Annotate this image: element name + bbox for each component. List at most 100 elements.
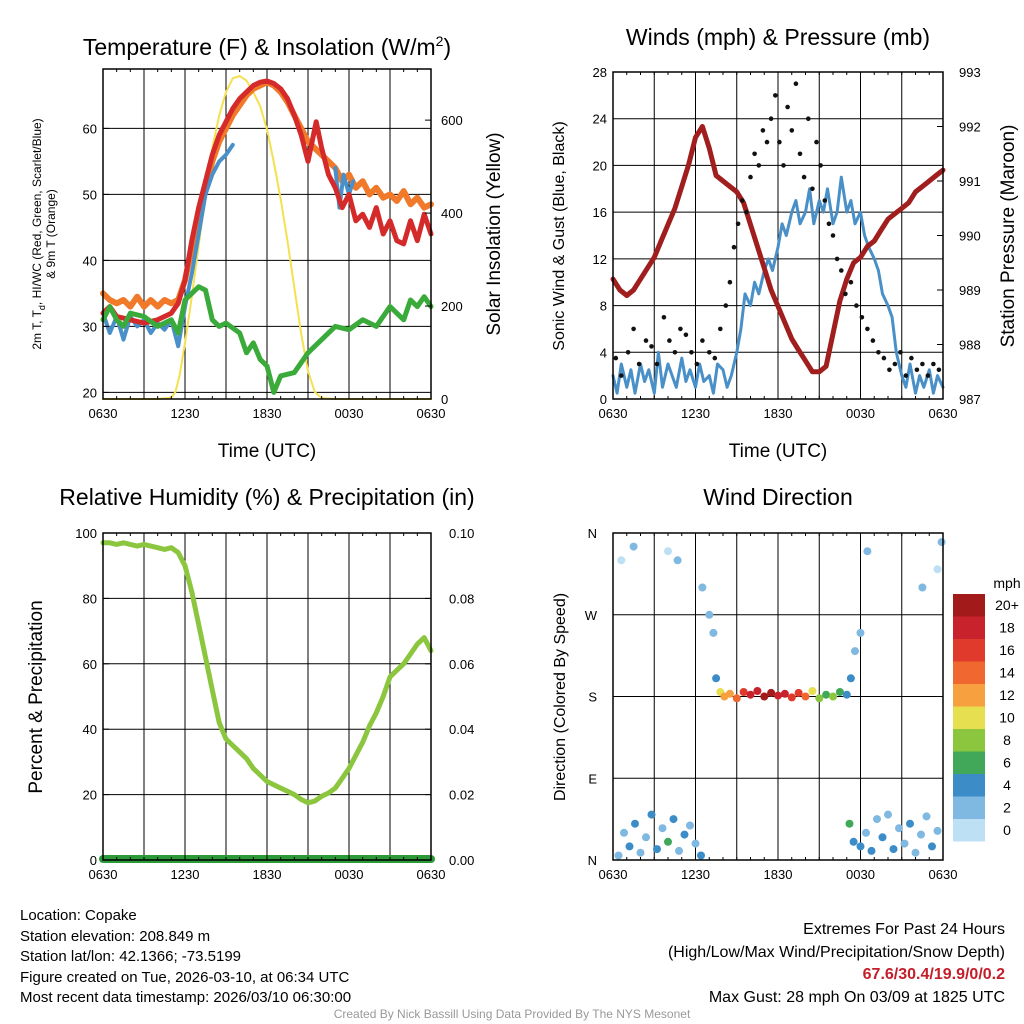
dir-y-tick-label: E [588, 771, 597, 786]
temp-y-axis-label: 2m T, Td, HI/WC (Red, Green, Scarlet/Blu… [30, 118, 47, 349]
rh-y-right-tick-label: 0.10 [449, 526, 474, 541]
dir-point [829, 692, 837, 701]
wind-y-right-tick-label: 991 [959, 174, 981, 189]
wind-gust-point [814, 139, 819, 145]
wind-gust-point [740, 198, 745, 203]
temp-y-right-tick-label: 400 [441, 206, 463, 221]
dir-point [691, 839, 700, 848]
wind-gust-point [712, 355, 718, 361]
legend-label: 18 [999, 620, 1015, 636]
legend-label: 16 [999, 642, 1015, 658]
extremes-panel: Extremes For Past 24 Hours (High/Low/Max… [668, 919, 1005, 1009]
dir-point [815, 694, 824, 703]
wind-gust-point [756, 163, 762, 168]
wind-gust-point [887, 367, 892, 373]
dir-point [664, 547, 672, 556]
dir-title: Wind Direction [703, 484, 853, 510]
wind-gust-point [806, 116, 811, 121]
wind-gust-point [810, 186, 815, 192]
station-info: Location: Copake Station elevation: 208.… [20, 906, 351, 1009]
dir-point [712, 674, 721, 683]
max-gust-text: Max Gust: 28 mph On 03/09 at 1825 UTC [708, 988, 1005, 1006]
wind-speed-legend: mph 20+ 18 16 14 12 10 8 6 4 2 0 [953, 575, 1021, 842]
legend-swatch [953, 639, 985, 662]
dir-x-tick-label: 0030 [846, 867, 875, 882]
legend-label: 2 [1003, 800, 1011, 816]
rh-title: Relative Humidity (%) & Precipitation (i… [59, 484, 474, 510]
temp-y-right-tick-label: 600 [441, 113, 463, 128]
wind-gust-point [744, 209, 749, 215]
dir-point [739, 688, 748, 696]
wind-gust-point [920, 361, 925, 367]
wind-gust-point [667, 338, 672, 343]
dir-point [922, 812, 931, 821]
extremes-values: 67.6/30.4/19.9/0/0.2 [862, 966, 1005, 983]
legend-label: 12 [999, 687, 1015, 703]
dir-point [937, 538, 946, 547]
legend-swatch [953, 774, 985, 797]
wind-gust-point [870, 338, 876, 343]
wind-gust-point [848, 279, 854, 285]
dir-point [928, 842, 936, 851]
wind-x-tick-label: 1830 [764, 406, 793, 421]
wind-y-tick-label: 24 [593, 112, 607, 127]
dir-point [889, 845, 898, 854]
rh-y-tick-label: 40 [83, 722, 97, 737]
wind-gust-point [898, 350, 903, 355]
dir-point [842, 690, 851, 699]
rh-x-tick-label: 0030 [335, 867, 364, 882]
dir-point [620, 828, 628, 837]
dir-point [705, 610, 714, 619]
dir-point [846, 674, 855, 683]
rh-x-tick-label: 0630 [417, 867, 446, 882]
wind-y-right-tick-label: 989 [959, 283, 981, 298]
wind-y-tick-label: 28 [593, 65, 607, 80]
legend-swatch [953, 706, 985, 729]
wind-gust-point [781, 163, 786, 168]
wind-gust-point [859, 315, 865, 320]
dir-point [664, 837, 672, 846]
winds-chart: 0 4 8 12 16 20 24 28 987 988 989 990 991 992 993 0630 12… [551, 24, 1019, 462]
temp-x-tick-label: 0030 [335, 406, 364, 421]
temp-title: Temperature (F) & Insolation (W/m2) [83, 33, 451, 60]
dir-point [629, 542, 638, 551]
wind-gust-point [735, 221, 741, 227]
dir-point [697, 851, 705, 860]
wind-gust-point [654, 361, 660, 367]
wind-y-tick-label: 16 [593, 205, 607, 220]
dir-point [801, 692, 810, 701]
wind-y-right-tick-label: 993 [959, 65, 981, 80]
dir-point [822, 690, 831, 699]
wind-y-right-tick-label: 990 [959, 229, 981, 244]
legend-swatch [953, 819, 985, 842]
wind-gust-point [718, 326, 723, 332]
dir-point [647, 810, 656, 819]
rh-y-right-tick-label: 0.06 [449, 657, 474, 672]
temp-y-axis-label-line2: & 9m T (Orange) [44, 189, 58, 279]
wind-gust-point [826, 221, 832, 227]
wind-gust-point [768, 116, 774, 121]
dir-point [911, 848, 920, 857]
dir-point [636, 848, 645, 857]
dir-y-tick-label: N [588, 853, 597, 868]
created-text: Figure created on Tue, 2026-03-10, at 06… [20, 968, 350, 986]
extremes-title: Extremes For Past 24 Hours [803, 921, 1005, 938]
wind-gust-point [636, 361, 642, 367]
wind-gust-point [731, 244, 737, 250]
legend-title: mph [993, 575, 1020, 591]
wind-gust-point [625, 350, 631, 355]
dir-point [895, 824, 903, 833]
legend-label: 20+ [995, 597, 1019, 613]
dir-point [753, 687, 762, 695]
wind-series-sonic [611, 175, 945, 395]
rh-y-tick-label: 20 [83, 788, 97, 803]
wind-gust-point [683, 332, 689, 338]
wind-x-axis-label: Time (UTC) [729, 441, 828, 462]
dir-point [856, 628, 865, 637]
wind-gust-point [707, 350, 712, 355]
dir-point [614, 851, 623, 860]
rh-y-right-tick-label: 0.04 [449, 722, 474, 737]
rh-y-tick-label: 80 [83, 591, 97, 606]
wind-gust-point [752, 151, 757, 157]
